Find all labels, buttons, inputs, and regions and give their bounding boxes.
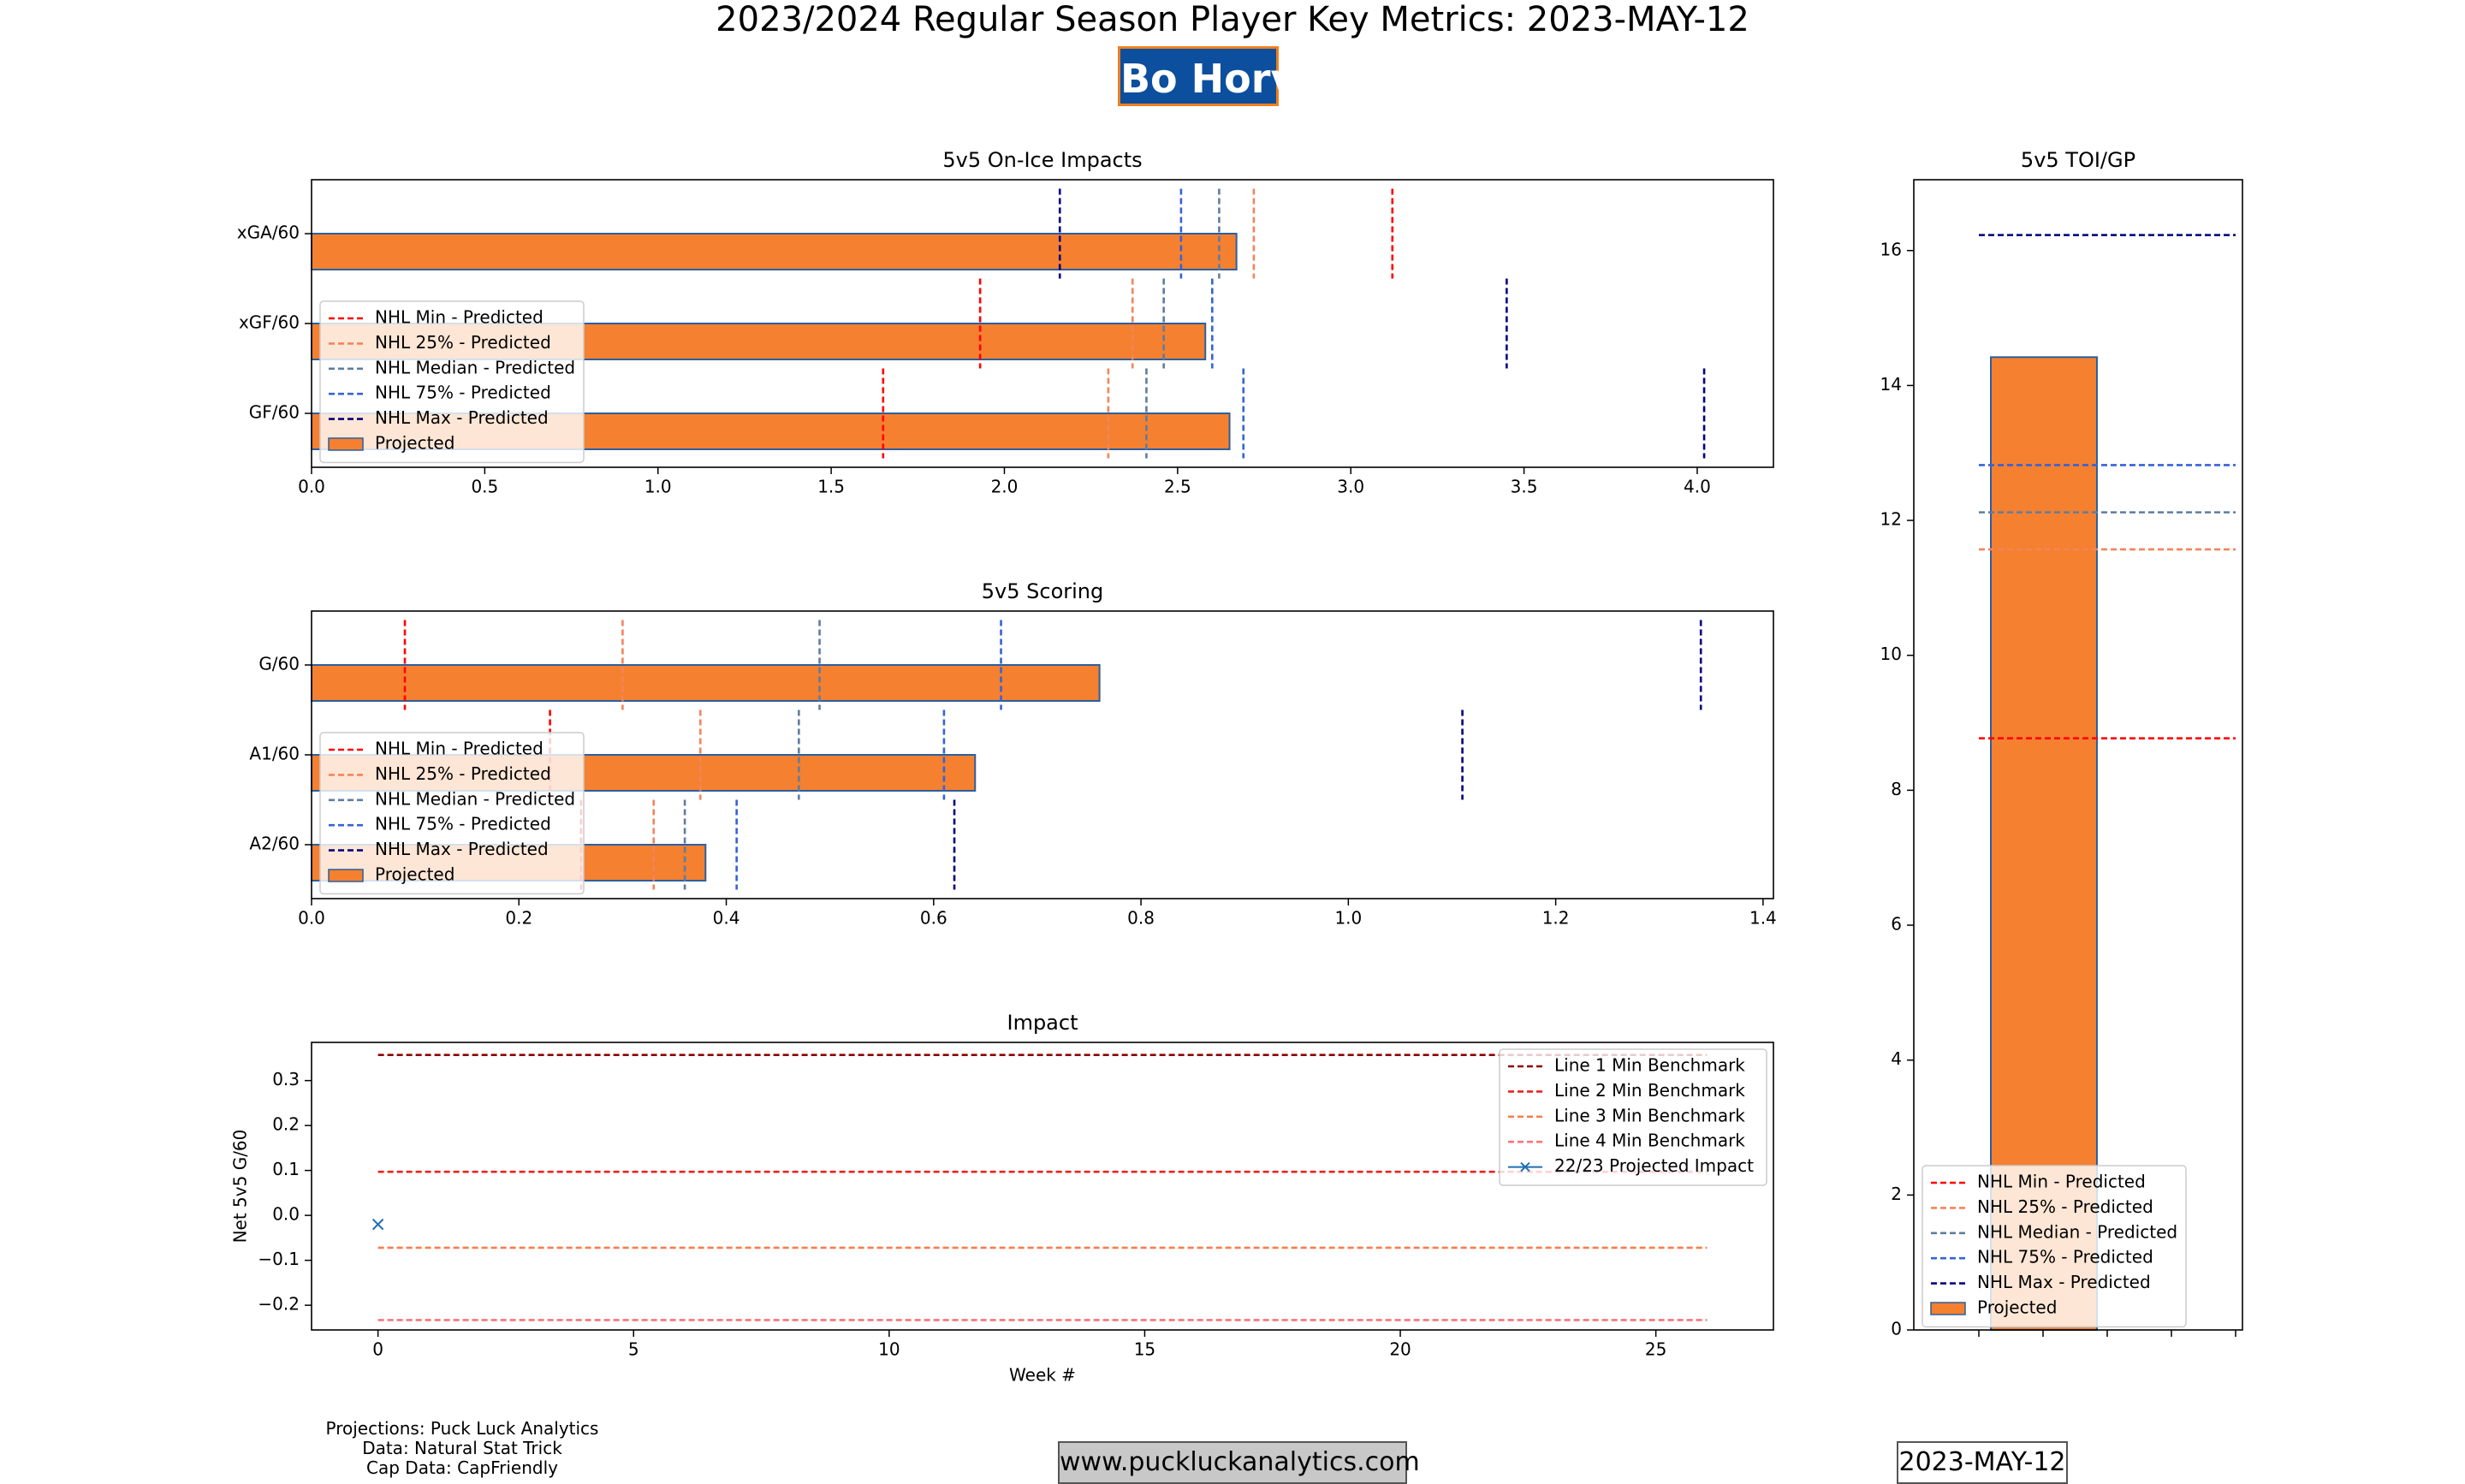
legend-marker-x [1520,1161,1530,1172]
ytick-label: −0.1 [258,1249,300,1269]
ytick-label: 0 [1891,1319,1902,1339]
ytick-label: 4 [1891,1048,1902,1069]
ytick-label-a2-60: A2/60 [249,834,300,854]
ytick-label: 0.0 [272,1204,300,1225]
ytick-label: 8 [1891,779,1902,799]
xtick-label: 1.0 [1334,908,1362,929]
legend-label-nhl-25-predicted: NHL 25% - Predicted [375,763,551,784]
panel-title-impact: Impact [1007,1011,1078,1035]
panel-frame-scoring [311,610,1774,899]
xtick-label: 1.2 [1542,908,1570,929]
legend-label-nhl-25-predicted: NHL 25% - Predicted [1977,1196,2153,1217]
legend-label-nhl-max-predicted: NHL Max - Predicted [1977,1272,2151,1292]
ytick-label: −0.2 [258,1294,300,1315]
credits-data: Data: Natural Stat Trick [362,1438,562,1458]
xtick-label: 1.5 [817,477,845,497]
xtick-label: 3.0 [1337,477,1364,497]
chart-title: 2023/2024 Regular Season Player Key Metr… [716,0,1749,39]
xtick-label: 0.0 [298,477,325,497]
legend-label-projected: Projected [375,433,454,454]
xtick-label: 0.8 [1127,908,1155,929]
legend-label-nhl-median-predicted: NHL Median - Predicted [375,357,575,377]
ytick-label-a1-60: A1/60 [249,744,300,764]
xtick-label: 4.0 [1684,477,1711,497]
ytick-label: 10 [1880,644,1902,664]
xtick-label: 0.5 [471,477,498,497]
legend-scoring [319,732,585,895]
ytick-label-xga-60: xGA/60 [237,223,300,243]
bar-xga-60 [311,233,1238,270]
xtick-label: 0.6 [920,908,947,929]
ytick-label: 0.3 [272,1069,300,1089]
ytick-label: 12 [1880,509,1902,530]
bar-g-60 [311,664,1101,702]
ytick-label-g-60: G/60 [258,654,300,674]
legend-label-nhl-median-predicted: NHL Median - Predicted [375,788,575,809]
legend-label-projected: Projected [375,864,454,885]
ytick-label: 16 [1880,239,1902,259]
panel-frame-on-ice [311,179,1774,468]
axis-label-x: Week # [1009,1365,1076,1386]
ytick-label: 14 [1880,374,1902,395]
ytick-label: 0.2 [272,1114,300,1135]
xtick-label: 2.5 [1164,477,1191,497]
legend-toi [1922,1165,2187,1328]
legend-swatch-projected [328,437,364,451]
ytick-label-gf-60: GF/60 [249,402,300,423]
xtick-label: 20 [1389,1339,1411,1360]
ytick-label: 6 [1891,914,1902,935]
credits-cap-data: Cap Data: CapFriendly [366,1457,558,1478]
panel-frame-impact [311,1042,1774,1331]
legend-label-nhl-max-predicted: NHL Max - Predicted [375,407,549,428]
legend-label-nhl-max-predicted: NHL Max - Predicted [375,839,549,859]
panel-title-scoring: 5v5 Scoring [982,579,1103,603]
axis-label-y: Net 5v5 G/60 [230,1130,251,1244]
xtick-label: 2.0 [991,477,1019,497]
xtick-label: 0.0 [298,908,325,929]
panel-title-on-ice: 5v5 On-Ice Impacts [942,148,1142,172]
legend-label-line-3-min-benchmark: Line 3 Min Benchmark [1554,1105,1745,1125]
xtick-label: 0 [372,1339,383,1360]
xtick-label: 25 [1645,1339,1666,1360]
legend-label-nhl-min-predicted: NHL Min - Predicted [375,307,543,328]
impact-point [371,1218,384,1231]
legend-label-nhl-75-predicted: NHL 75% - Predicted [1977,1247,2153,1267]
legend-label-line-1-min-benchmark: Line 1 Min Benchmark [1554,1055,1745,1076]
legend-swatch-projected [328,869,364,882]
legend-swatch-projected [1930,1302,1966,1315]
legend-label-nhl-25-predicted: NHL 25% - Predicted [375,332,551,353]
legend-label-nhl-min-predicted: NHL Min - Predicted [1977,1172,2146,1192]
credits-block: Projections: Puck Luck Analytics Data: N… [325,1419,599,1478]
website-label: www.puckluckanalytics.com [1058,1441,1420,1484]
ytick-label: 0.1 [272,1159,300,1179]
ytick-label-xgf-60: xGF/60 [239,312,300,333]
legend-label-22-23-projected-impact: 22/23 Projected Impact [1554,1155,1754,1176]
legend-label-line-4-min-benchmark: Line 4 Min Benchmark [1554,1131,1745,1151]
xtick-label: 0.4 [713,908,740,929]
legend-label-nhl-75-predicted: NHL 75% - Predicted [375,383,551,403]
panel-title-toi: 5v5 TOI/GP [2021,148,2135,172]
xtick-label: 0.2 [505,908,532,929]
xtick-label: 3.5 [1511,477,1538,497]
legend-impact [1499,1048,1767,1186]
xtick-label: 15 [1134,1339,1155,1360]
legend-label-nhl-median-predicted: NHL Median - Predicted [1977,1221,2177,1242]
panel-frame-toi [1913,179,2243,1331]
xtick-label: 10 [878,1339,900,1360]
xtick-label: 5 [628,1339,639,1360]
date-label: 2023-MAY-12 [1897,1441,2068,1484]
legend-on-ice [319,300,585,464]
legend-label-nhl-min-predicted: NHL Min - Predicted [375,739,543,759]
ytick-label: 2 [1891,1184,1902,1204]
xtick-label: 1.0 [644,477,672,497]
legend-label-projected: Projected [1977,1297,2057,1318]
credits-projections: Projections: Puck Luck Analytics [325,1418,599,1439]
legend-label-line-2-min-benchmark: Line 2 Min Benchmark [1554,1080,1745,1101]
xtick-label: 1.4 [1749,908,1777,929]
legend-label-nhl-75-predicted: NHL 75% - Predicted [375,814,551,834]
